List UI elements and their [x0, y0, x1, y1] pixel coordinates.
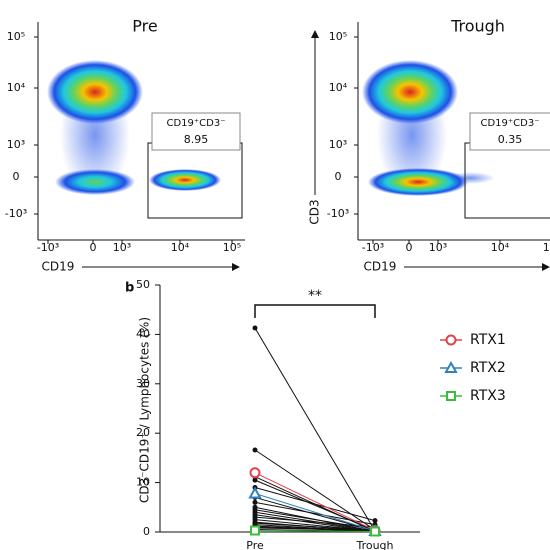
y-axis-label: CD3⁻CD19⁺ / Lymphocytes (%): [138, 317, 152, 503]
x-tick-label: 10⁵: [223, 241, 241, 254]
subject-line: [254, 479, 376, 531]
x-tick-label: 10⁴: [171, 241, 190, 254]
flow-panel-trough: CD19⁺CD3⁻ 0.35 Trough CD19 CD3: [308, 17, 550, 274]
flow-panel-pre: CD19⁺CD3⁻ 8.95 Pre CD19: [37, 17, 245, 274]
density: [362, 60, 458, 124]
legend-label: RTX2: [470, 360, 506, 376]
y-tick-label: 0: [13, 170, 20, 183]
x-tick-label: Pre: [246, 539, 264, 550]
legend-marker: [446, 391, 456, 401]
density: [368, 168, 468, 196]
x-tick-label: 10⁴: [491, 241, 510, 254]
legend-marker: [445, 334, 457, 346]
data-point: [248, 486, 262, 499]
y-tick-label: 30: [136, 377, 150, 390]
x-tick-label: Trough: [355, 539, 393, 550]
legend-label: RTX3: [470, 388, 506, 404]
y-tick-label: 10: [136, 476, 150, 489]
y-tick-label: 0: [335, 170, 342, 183]
y-tick-label: 10⁴: [329, 81, 348, 94]
subject-line: [254, 527, 376, 531]
gate-label-box: [151, 112, 241, 151]
y-tick-label: 50: [136, 278, 150, 291]
x-tick-label: -10³: [37, 241, 59, 254]
subject-line: [254, 530, 376, 533]
y-axis-label: CD3: [308, 199, 322, 224]
y-tick-label: -10³: [5, 207, 27, 220]
density: [445, 172, 495, 184]
gate-label-box: [469, 112, 550, 151]
x-axis-label: CD19: [364, 260, 397, 274]
subject-line: [254, 509, 376, 531]
data-point: [252, 477, 258, 483]
data-point: [250, 525, 260, 536]
y-tick-label: -10³: [327, 207, 349, 220]
subject-line: [254, 472, 376, 531]
x-tick-label: 10⁵: [543, 241, 550, 254]
subject-line: [254, 516, 376, 528]
x-tick-label: 10³: [429, 241, 447, 254]
y-tick-label: 10⁵: [329, 30, 347, 43]
subject-line: [254, 492, 376, 532]
density: [47, 60, 143, 124]
legend-label: RTX1: [470, 332, 506, 348]
gate-value: 0.35: [498, 133, 523, 146]
y-tick-label: 0: [143, 525, 150, 538]
y-tick-label: 20: [136, 426, 150, 439]
panel-title: Trough: [450, 17, 505, 36]
data-point: [249, 467, 261, 479]
x-axis-label: CD19: [42, 260, 75, 274]
y-tick-label: 10³: [329, 138, 347, 151]
significance: **: [308, 288, 322, 304]
significance-bracket: [254, 304, 376, 318]
gate-value: 8.95: [184, 133, 209, 146]
legend-marker: [444, 360, 458, 373]
data-point: [252, 447, 258, 453]
panel-title: Pre: [132, 17, 157, 36]
y-tick-label: 10⁴: [7, 81, 26, 94]
subject-line: [254, 487, 376, 522]
data-point: [252, 325, 258, 331]
subject-line: [254, 449, 376, 531]
data-point: [370, 526, 380, 537]
y-tick-label: 40: [136, 327, 150, 340]
data-point: [372, 518, 378, 524]
x-tick-label: 10³: [113, 241, 131, 254]
x-tick-label: 0: [406, 241, 413, 254]
gate-label: CD19⁺CD3⁻: [166, 118, 225, 129]
subject-line: [254, 327, 376, 532]
density: [55, 169, 135, 195]
y-tick-label: 10⁵: [7, 30, 25, 43]
density: [149, 169, 221, 191]
panel-label: b: [125, 281, 134, 296]
data-point: [252, 499, 258, 505]
gate-label: CD19⁺CD3⁻: [480, 118, 539, 129]
x-tick-label: 0: [90, 241, 97, 254]
x-tick-label: -10³: [362, 241, 384, 254]
y-tick-label: 10³: [7, 138, 25, 151]
